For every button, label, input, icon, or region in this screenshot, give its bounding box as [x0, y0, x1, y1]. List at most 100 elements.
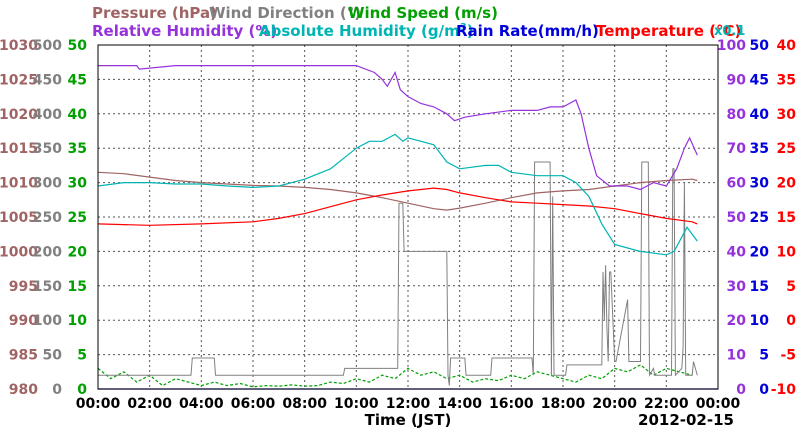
y-tick-pressure: 985 [9, 348, 38, 364]
y-tick-pressure: 1010 [0, 176, 38, 192]
y-tick-wind-speed: 15 [68, 279, 87, 295]
y-tick-wind-dir: 450 [33, 72, 62, 88]
y-tick-rh: 80 [727, 107, 747, 123]
y-tick-temp: 15 [777, 210, 796, 226]
x-tick-label: 16:00 [489, 396, 534, 412]
series-wind-direction [98, 161, 698, 386]
y-tick-rain: 25 [750, 210, 769, 226]
y-tick-rain: 50 [750, 38, 770, 54]
y-tick-rain: 15 [750, 279, 769, 295]
y-tick-temp: 35 [777, 72, 796, 88]
legend-relative-humidity: Relative Humidity (%) [92, 22, 277, 40]
y-tick-temp: -10 [771, 382, 797, 398]
y-tick-temp: 0 [786, 313, 796, 329]
series-temperature [97, 187, 698, 226]
legend-temperature: Temperature (°C) [596, 22, 741, 40]
x-tick-label: 10:00 [334, 396, 379, 412]
y-tick-rain: 40 [750, 107, 770, 123]
y-tick-rain: 20 [750, 244, 770, 260]
y-tick-rh: 60 [727, 176, 747, 192]
y-tick-wind-speed: 10 [68, 313, 88, 329]
y-tick-rain: 10 [750, 313, 770, 329]
y-tick-temp: 30 [777, 107, 797, 123]
plot-frame [97, 44, 719, 390]
y-tick-rh: 70 [727, 141, 747, 157]
y-tick-pressure: 1005 [0, 210, 38, 226]
legend-absolute-humidity: Absolute Humidity (g/m3) [259, 22, 474, 40]
x-tick-label: 20:00 [592, 396, 637, 412]
y-tick-rh: 50 [727, 210, 747, 226]
y-tick-rh: 100 [717, 38, 746, 54]
x-tick-label: 08:00 [282, 396, 327, 412]
x-tick-label: 12:00 [386, 396, 431, 412]
y-tick-temp: 10 [777, 244, 797, 260]
y-tick-rh: 40 [727, 244, 747, 260]
legend-abs-hum-end: ) [467, 22, 474, 40]
y-tick-temp: -5 [780, 348, 796, 364]
y-tick-wind-speed: 40 [68, 107, 88, 123]
series-relative-humidity [98, 64, 698, 191]
x-axis-ticks: 00:00 02:00 04:00 06:00 08:00 10:00 12:00 14:00… [76, 396, 741, 412]
y-tick-wind-dir: 200 [33, 244, 62, 260]
y-tick-temp: 25 [777, 141, 796, 157]
date-label: 2012-02-15 [638, 411, 734, 429]
y-tick-rain: 0 [759, 382, 769, 398]
y-tick-rh: 20 [727, 313, 747, 329]
x-axis-title: Time (JST) [365, 411, 452, 429]
x-tick-label: 00:00 [696, 396, 741, 412]
y-tick-pressure: 995 [9, 279, 38, 295]
y-axis-ticks: 9809859909951000100510101015102010251030… [0, 38, 796, 398]
x-tick-label: 14:00 [437, 396, 482, 412]
y-tick-wind-speed: 25 [68, 210, 87, 226]
x-tick-label: 18:00 [541, 396, 586, 412]
y-tick-wind-dir: 50 [43, 348, 63, 364]
x-tick-label: 22:00 [644, 396, 689, 412]
y-tick-rain: 5 [759, 348, 769, 364]
y-tick-temp: 20 [777, 176, 797, 192]
legend-abs-hum-sup: 3 [460, 22, 467, 33]
y-tick-pressure: 1000 [0, 244, 38, 260]
y-tick-wind-speed: 45 [68, 72, 87, 88]
y-tick-wind-dir: 100 [33, 313, 62, 329]
y-tick-temp: 40 [777, 38, 797, 54]
y-tick-wind-speed: 5 [77, 348, 87, 364]
y-tick-rain: 45 [750, 72, 769, 88]
y-tick-rain: 35 [750, 141, 769, 157]
y-tick-rain: 30 [750, 176, 770, 192]
y-tick-pressure: 1025 [0, 72, 38, 88]
abs-humidity-scale-note: x0.1 [714, 24, 745, 39]
series-wind-speed [97, 364, 693, 388]
y-tick-rh: 30 [727, 279, 747, 295]
y-tick-wind-dir: 350 [33, 141, 62, 157]
y-tick-pressure: 1015 [0, 141, 38, 157]
y-tick-wind-speed: 35 [68, 141, 87, 157]
y-tick-wind-dir: 0 [52, 382, 62, 398]
y-tick-wind-speed: 0 [77, 382, 87, 398]
legend-abs-hum-title: Absolute Humidity (g/m [259, 22, 460, 40]
legend-pressure: Pressure (hPa) [92, 4, 217, 22]
y-tick-wind-speed: 20 [68, 244, 88, 260]
x-tick-label: 00:00 [76, 396, 121, 412]
plot-grid [98, 45, 718, 389]
y-tick-pressure: 980 [9, 382, 38, 398]
legend-rain-rate: Rain Rate(mm/h) [456, 22, 599, 40]
y-tick-pressure: 990 [9, 313, 38, 329]
y-tick-wind-dir: 500 [33, 38, 62, 54]
y-tick-rh: 90 [727, 72, 747, 88]
x-tick-label: 04:00 [179, 396, 224, 412]
y-tick-wind-speed: 30 [68, 176, 88, 192]
y-tick-pressure: 1020 [0, 107, 38, 123]
legend-wind-speed: Wind Speed (m/s) [348, 4, 498, 22]
y-tick-rh: 0 [736, 382, 746, 398]
x-tick-label: 02:00 [127, 396, 172, 412]
y-tick-temp: 5 [786, 279, 796, 295]
y-tick-wind-dir: 150 [33, 279, 62, 295]
y-tick-pressure: 1030 [0, 38, 38, 54]
y-tick-rh: 10 [727, 348, 747, 364]
y-tick-wind-dir: 250 [33, 210, 62, 226]
y-tick-wind-speed: 50 [68, 38, 88, 54]
legend-wind-direction: Wind Direction (°) [209, 4, 361, 22]
y-tick-wind-dir: 400 [33, 107, 62, 123]
x-tick-label: 06:00 [231, 396, 276, 412]
